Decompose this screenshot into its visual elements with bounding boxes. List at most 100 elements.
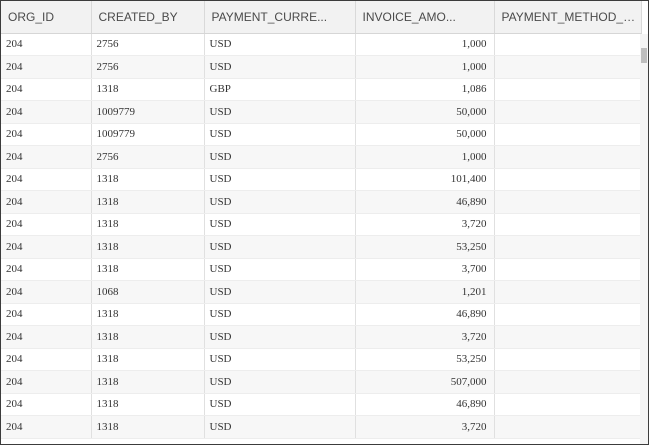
cell-invoice-amount[interactable]: 50,000 [355,123,495,146]
cell-invoice-amount[interactable]: 1,000 [355,33,495,56]
table-row[interactable]: 204 1318 USD 3,720 [1,415,642,439]
cell-payment-currency[interactable]: USD [204,415,356,439]
cell-payment-method[interactable] [494,393,642,416]
cell-org-id[interactable]: 204 [1,258,92,281]
cell-payment-currency[interactable]: USD [204,258,356,281]
table-row[interactable]: 204 1318 USD 3,700 [1,258,642,281]
column-header-payment-method[interactable]: PAYMENT_METHOD_LO... [494,1,642,34]
cell-org-id[interactable]: 204 [1,145,92,169]
cell-payment-method[interactable] [494,123,642,146]
cell-created-by[interactable]: 1318 [91,348,205,371]
cell-payment-method[interactable] [494,145,642,169]
table-row[interactable]: 204 1318 USD 53,250 [1,235,642,259]
cell-invoice-amount[interactable]: 46,890 [355,190,495,214]
table-row[interactable]: 204 2756 USD 1,000 [1,33,642,56]
cell-created-by[interactable]: 1318 [91,78,205,101]
cell-payment-currency[interactable]: USD [204,235,356,259]
cell-org-id[interactable]: 204 [1,325,92,349]
cell-invoice-amount[interactable]: 1,000 [355,145,495,169]
column-header-invoice-amount[interactable]: INVOICE_AMO... [355,1,495,34]
cell-created-by[interactable]: 1318 [91,235,205,259]
cell-payment-currency[interactable]: USD [204,123,356,146]
table-row[interactable]: 204 1318 USD 46,890 [1,190,642,214]
cell-payment-method[interactable] [494,100,642,124]
cell-org-id[interactable]: 204 [1,235,92,259]
cell-payment-currency[interactable]: USD [204,303,356,326]
cell-created-by[interactable]: 1009779 [91,123,205,146]
cell-created-by[interactable]: 2756 [91,55,205,79]
cell-payment-currency[interactable]: USD [204,33,356,56]
cell-created-by[interactable]: 1318 [91,303,205,326]
table-row[interactable]: 204 1009779 USD 50,000 [1,123,642,146]
cell-payment-currency[interactable]: USD [204,100,356,124]
cell-created-by[interactable]: 2756 [91,33,205,56]
cell-created-by[interactable]: 1318 [91,168,205,191]
vertical-scrollbar[interactable] [640,34,648,444]
cell-org-id[interactable]: 204 [1,33,92,56]
cell-payment-method[interactable] [494,280,642,304]
table-row[interactable]: 204 1318 USD 101,400 [1,168,642,191]
cell-invoice-amount[interactable]: 507,000 [355,370,495,394]
cell-invoice-amount[interactable]: 1,201 [355,280,495,304]
cell-created-by[interactable]: 1318 [91,190,205,214]
cell-created-by[interactable]: 1009779 [91,100,205,124]
cell-payment-method[interactable] [494,235,642,259]
cell-payment-currency[interactable]: USD [204,168,356,191]
table-row[interactable]: 204 1318 USD 3,720 [1,213,642,236]
table-row[interactable]: 204 1318 USD 53,250 [1,348,642,371]
table-row[interactable]: 204 1318 USD 46,890 [1,303,642,326]
cell-org-id[interactable]: 204 [1,100,92,124]
cell-invoice-amount[interactable]: 1,086 [355,78,495,101]
cell-payment-method[interactable] [494,325,642,349]
cell-payment-method[interactable] [494,258,642,281]
table-row[interactable]: 204 1318 GBP 1,086 [1,78,642,101]
cell-payment-method[interactable] [494,348,642,371]
cell-payment-method[interactable] [494,55,642,79]
cell-created-by[interactable]: 1318 [91,258,205,281]
cell-payment-currency[interactable]: USD [204,393,356,416]
cell-payment-currency[interactable]: USD [204,55,356,79]
cell-invoice-amount[interactable]: 3,720 [355,213,495,236]
cell-org-id[interactable]: 204 [1,55,92,79]
cell-org-id[interactable]: 204 [1,123,92,146]
cell-invoice-amount[interactable]: 53,250 [355,235,495,259]
cell-invoice-amount[interactable]: 50,000 [355,100,495,124]
cell-payment-method[interactable] [494,33,642,56]
cell-payment-currency[interactable]: USD [204,213,356,236]
cell-created-by[interactable]: 1318 [91,325,205,349]
cell-payment-method[interactable] [494,78,642,101]
cell-org-id[interactable]: 204 [1,213,92,236]
scrollbar-thumb[interactable] [641,48,647,63]
cell-invoice-amount[interactable]: 46,890 [355,393,495,416]
cell-invoice-amount[interactable]: 46,890 [355,303,495,326]
cell-created-by[interactable]: 1318 [91,393,205,416]
table-row[interactable]: 204 1068 USD 1,201 [1,280,642,304]
cell-org-id[interactable]: 204 [1,280,92,304]
cell-payment-currency[interactable]: USD [204,190,356,214]
table-row[interactable]: 204 1318 USD 46,890 [1,393,642,416]
cell-org-id[interactable]: 204 [1,415,92,439]
table-row[interactable]: 204 2756 USD 1,000 [1,55,642,79]
cell-invoice-amount[interactable]: 3,700 [355,258,495,281]
cell-invoice-amount[interactable]: 1,000 [355,55,495,79]
column-header-payment-currency[interactable]: PAYMENT_CURRE... [204,1,356,34]
column-header-org-id[interactable]: ORG_ID [1,1,92,34]
cell-org-id[interactable]: 204 [1,168,92,191]
cell-payment-currency[interactable]: USD [204,370,356,394]
cell-payment-currency[interactable]: USD [204,280,356,304]
cell-created-by[interactable]: 1318 [91,415,205,439]
cell-payment-currency[interactable]: GBP [204,78,356,101]
table-row[interactable]: 204 1318 USD 3,720 [1,325,642,349]
cell-payment-method[interactable] [494,370,642,394]
cell-payment-method[interactable] [494,168,642,191]
cell-org-id[interactable]: 204 [1,370,92,394]
cell-payment-currency[interactable]: USD [204,145,356,169]
cell-created-by[interactable]: 2756 [91,145,205,169]
cell-invoice-amount[interactable]: 3,720 [355,325,495,349]
cell-payment-method[interactable] [494,415,642,439]
cell-invoice-amount[interactable]: 3,720 [355,415,495,439]
table-row[interactable]: 204 2756 USD 1,000 [1,145,642,169]
cell-payment-method[interactable] [494,213,642,236]
cell-org-id[interactable]: 204 [1,348,92,371]
cell-created-by[interactable]: 1318 [91,370,205,394]
